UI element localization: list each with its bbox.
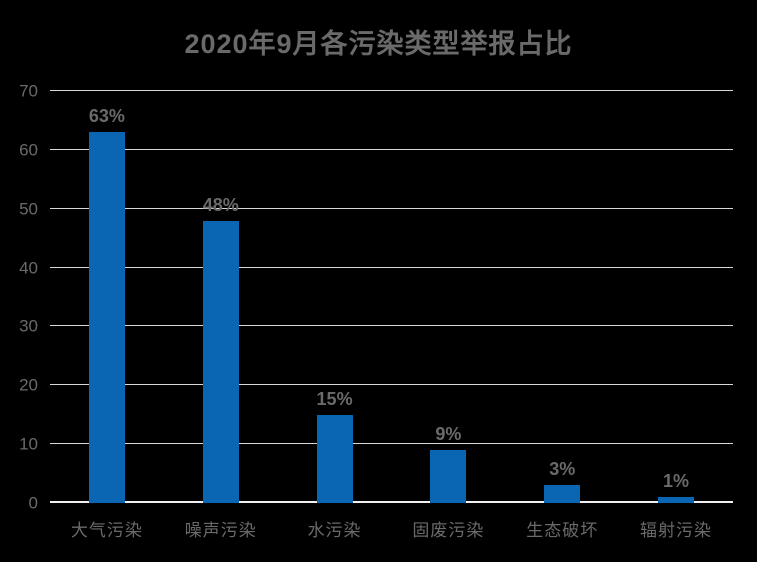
y-tick-label: 30 (19, 316, 38, 336)
bar (658, 497, 695, 503)
x-category-label: 大气污染 (70, 521, 143, 540)
bar-slot: 1% (619, 91, 733, 503)
x-category-label: 辐射污染 (640, 521, 713, 540)
x-axis-line (50, 501, 733, 503)
y-tick-label: 20 (19, 375, 38, 395)
x-category-label: 噪声污染 (184, 521, 257, 540)
x-axis: 大气污染 噪声污染 水污染 固废污染 生态破坏 辐射污染 (50, 516, 733, 541)
gridline (50, 90, 733, 91)
bar-value-label: 9% (435, 424, 462, 445)
bar-slot: 9% (391, 91, 505, 503)
gridlines (50, 90, 733, 503)
gridline (50, 384, 733, 386)
bar-slot: 15% (278, 91, 392, 503)
bar-value-label: 63% (88, 106, 125, 127)
gridline (50, 148, 733, 150)
bar-series: 63% 48% 15% 9% 3% 1% (50, 91, 733, 503)
gridline (50, 266, 733, 268)
y-tick-label: 60 (19, 140, 38, 160)
x-category-label: 水污染 (307, 521, 362, 540)
gridline (50, 443, 733, 445)
plot-area: 63% 48% 15% 9% 3% 1% (50, 90, 733, 503)
y-tick-label: 0 (28, 493, 38, 513)
bar-value-label: 48% (202, 194, 239, 215)
bar (544, 485, 581, 503)
gridline (50, 325, 733, 327)
bar-value-label: 3% (549, 459, 576, 480)
y-tick-label: 50 (19, 199, 38, 219)
bar-slot: 48% (164, 91, 278, 503)
bar-value-label: 1% (663, 471, 690, 492)
bar (316, 414, 353, 503)
y-tick-label: 40 (19, 258, 38, 278)
gridline (50, 207, 733, 209)
bar-slot: 3% (505, 91, 619, 503)
bar-slot: 63% (50, 91, 164, 503)
bar (88, 132, 125, 503)
y-axis: 0 10 20 30 40 50 60 70 (0, 83, 38, 512)
bar-value-label: 15% (316, 388, 353, 409)
y-tick-label: 10 (19, 434, 38, 454)
x-category-label: 固废污染 (412, 521, 485, 540)
x-category-label: 生态破坏 (526, 521, 599, 540)
chart-title: 2020年9月各污染类型举报占比 (184, 29, 573, 59)
y-tick-label: 70 (19, 81, 38, 101)
bar (202, 220, 239, 503)
bar (430, 450, 467, 503)
